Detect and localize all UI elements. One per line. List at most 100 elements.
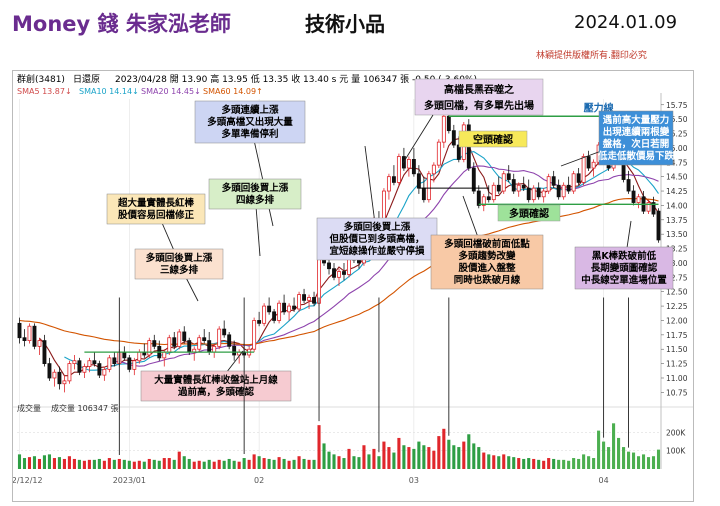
volume-bar: [542, 460, 546, 469]
candle-body: [277, 302, 282, 321]
engulf-arrow: [402, 114, 434, 164]
volume-bar: [62, 458, 66, 469]
candle-body: [476, 190, 481, 206]
price-tick-label: 12.00: [666, 316, 688, 325]
candle-body: [287, 305, 292, 313]
candle-body: [541, 190, 546, 198]
candle-body: [636, 196, 641, 203]
volume-bar: [102, 460, 106, 469]
x-tick-label: 2023/01: [113, 476, 146, 485]
candle-body: [566, 184, 571, 192]
volume-bar: [397, 437, 401, 469]
candle-body: [252, 320, 257, 350]
volume-bar: [607, 447, 611, 469]
candle-body: [62, 380, 67, 385]
volume-bar: [302, 458, 306, 469]
candle-body: [496, 184, 501, 192]
annotation-box: [430, 234, 544, 290]
annotation-text: 但股價已到多頭高檔，: [328, 233, 424, 245]
volume-bar: [332, 454, 336, 469]
volume-bar: [92, 459, 96, 469]
candle-body: [262, 305, 267, 324]
annotation-box: [316, 217, 438, 261]
ma-legend-0: SMA5 13.87↓: [17, 87, 72, 96]
candle-body: [357, 259, 361, 264]
volume-bar: [417, 441, 421, 469]
volume-bar: [402, 445, 406, 469]
volume-bar: [527, 458, 531, 469]
volume-bar: [377, 456, 381, 469]
annotation-text: 超大量實體長紅棒: [117, 197, 195, 209]
volume-bar: [337, 456, 341, 469]
annotation-box: [140, 370, 292, 402]
volume-bar: [651, 456, 656, 469]
price-tick-label: 12.50: [666, 288, 688, 297]
volume-bar: [262, 458, 266, 469]
price-tick-label: 13.75: [666, 216, 688, 225]
x-tick-label: 03: [409, 476, 419, 485]
annotation-text: 多頭高檔又出現大量: [207, 116, 293, 128]
annotation-box: [194, 100, 306, 144]
candle-body: [342, 271, 346, 275]
candle-body: [67, 363, 72, 382]
annotation-text: 股價容易回檔修正: [118, 209, 195, 221]
candle-body: [37, 340, 42, 347]
candle-body: [307, 297, 311, 301]
volume-bar: [352, 456, 356, 469]
volume-bar: [272, 459, 276, 469]
candle-body: [87, 360, 92, 367]
candle-body: [526, 187, 531, 201]
candle-body: [152, 340, 157, 347]
volume-bar: [187, 458, 191, 469]
volume-bar: [47, 454, 51, 469]
price-tick-label: 12.75: [666, 273, 688, 282]
volume-bar: [457, 447, 461, 469]
candle-body: [122, 351, 127, 359]
volume-bar: [257, 456, 261, 469]
volume-bar: [217, 459, 221, 469]
volume-bar: [467, 434, 471, 469]
candle-body: [332, 268, 336, 278]
candle-body: [571, 173, 576, 192]
volume-tick-label: 200K: [666, 428, 686, 437]
volume-bar: [32, 456, 37, 469]
candle-body: [42, 340, 47, 365]
volume-bar: [562, 459, 566, 469]
candle-body: [581, 156, 586, 183]
volume-bar: [437, 436, 441, 469]
volume-bar: [387, 447, 391, 469]
annotation-text: 中長線空單進場位置: [581, 274, 667, 286]
page-subtitle: 技術小品: [305, 12, 385, 36]
volume-bar: [532, 458, 536, 469]
volume-bar: [52, 458, 56, 469]
annotation-text: 多頭回後買上漲: [344, 221, 411, 233]
volume-bar: [327, 451, 331, 469]
volume-bar: [282, 458, 286, 469]
annotation-text: 低走低散價易下跌: [597, 150, 675, 162]
volume-bar: [627, 451, 631, 469]
volume-bar: [67, 456, 71, 469]
candle-body: [501, 173, 506, 192]
volume-bar: [197, 460, 201, 469]
candle-body: [222, 328, 227, 336]
annotation-text: 多頭趨勢改變: [458, 250, 516, 262]
volume-bar: [312, 459, 316, 469]
price-tick-label: 15.00: [666, 144, 688, 153]
volume-bar: [252, 454, 256, 469]
engulf-box: [414, 78, 544, 116]
volume-bar: [517, 458, 521, 469]
volume-bar: [587, 456, 591, 469]
price-tick-label: 13.00: [666, 259, 688, 268]
stock-chart: 群創(3481) 日還原 2023/04/28 開 13.90 高 13.95 低 …: [12, 70, 694, 502]
volume-bar: [192, 461, 196, 469]
volume-bar: [367, 454, 371, 469]
candle-body: [82, 366, 87, 373]
volume-bar: [492, 455, 496, 469]
candle-body: [646, 202, 651, 212]
volume-bar: [107, 458, 111, 469]
candle-body: [297, 294, 302, 310]
candle-body: [551, 176, 556, 186]
ma-legend-3: SMA60 14.09↑: [203, 87, 263, 96]
volume-bar: [97, 458, 101, 469]
volume-bar: [317, 425, 321, 469]
